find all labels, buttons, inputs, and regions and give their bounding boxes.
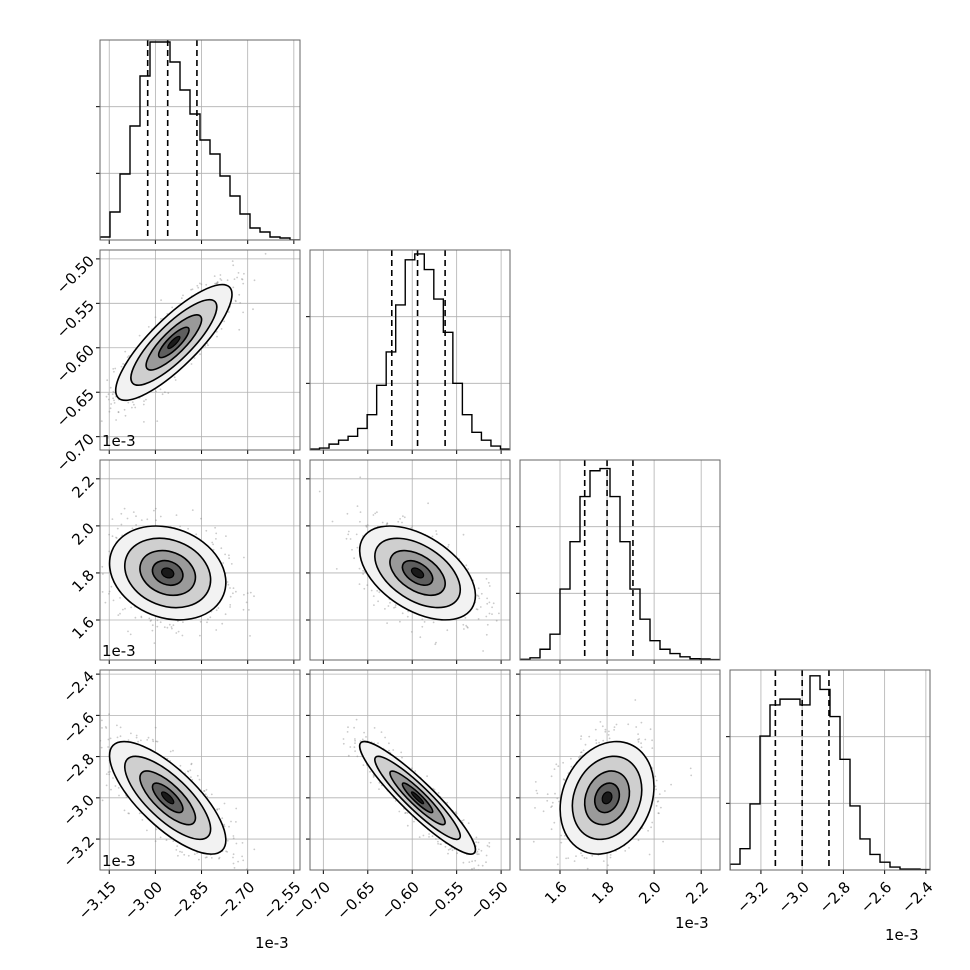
y-tick-label: −0.70 <box>53 430 98 475</box>
x-tick-label: 1.6 <box>541 878 571 908</box>
y-tick-label: 2.2 <box>68 472 98 502</box>
y-tick-label: −3.2 <box>60 832 98 870</box>
panel-frame <box>519 459 721 661</box>
x-tick-label: −3.15 <box>75 878 120 923</box>
panel-frame <box>99 669 301 871</box>
y-tick-label: −0.55 <box>53 297 98 342</box>
density-panel-3-2 <box>516 669 721 874</box>
y-tick-label: −2.8 <box>60 750 98 788</box>
x-tick-label: −3.0 <box>774 878 812 916</box>
x-tick-label: −0.60 <box>378 878 423 923</box>
panel-frame <box>309 459 511 661</box>
x-tick-label: −0.50 <box>467 878 512 923</box>
histogram-panel-3 <box>726 669 931 874</box>
density-peak <box>410 567 425 579</box>
y-tick-label: −3.0 <box>60 791 98 829</box>
panel-frame <box>309 249 511 451</box>
panel-frame <box>99 249 301 451</box>
panel-frame <box>729 669 931 871</box>
histogram-panel-2 <box>516 459 721 664</box>
y-offset-label: 1e-3 <box>102 852 136 870</box>
panel-frame <box>309 669 511 871</box>
panel-frame <box>519 669 721 871</box>
y-tick-label: −0.65 <box>53 386 98 431</box>
y-tick-label: 1.8 <box>68 566 98 596</box>
histogram-step-line <box>520 467 720 660</box>
y-offset-label: 1e-3 <box>102 432 136 450</box>
x-tick-label: 2.2 <box>682 878 712 908</box>
x-tick-label: −2.85 <box>167 878 212 923</box>
x-tick-label: −2.6 <box>857 878 895 916</box>
density-panel-2-0 <box>96 459 301 664</box>
histogram-step-line <box>310 253 510 450</box>
x-offset-label: 1e-3 <box>885 926 919 944</box>
x-tick-label: −0.65 <box>333 878 378 923</box>
y-tick-label: −0.60 <box>53 341 98 386</box>
panel-frame <box>99 459 301 661</box>
x-offset-label: 1e-3 <box>675 914 709 932</box>
y-tick-label: 2.0 <box>68 519 98 549</box>
density-peak <box>161 567 175 579</box>
x-tick-label: −2.8 <box>816 878 854 916</box>
x-offset-label: 1e-3 <box>255 934 289 952</box>
x-tick-label: 2.0 <box>635 878 665 908</box>
histogram-step-line <box>730 675 930 870</box>
density-panel-2-1 <box>306 459 511 664</box>
density-panel-3-0 <box>96 669 301 874</box>
y-tick-label: −0.50 <box>53 252 98 297</box>
y-offset-label: 1e-3 <box>102 642 136 660</box>
x-tick-label: −3.00 <box>121 878 166 923</box>
y-tick-label: −2.6 <box>60 709 98 747</box>
density-peak <box>167 335 181 350</box>
y-tick-label: −2.4 <box>60 667 98 705</box>
y-tick-label: 1.6 <box>68 613 98 643</box>
density-panel-3-1 <box>306 669 511 874</box>
density-peak <box>410 791 425 805</box>
x-tick-label: −2.4 <box>898 878 936 916</box>
x-tick-label: 1.8 <box>588 878 618 908</box>
histogram-panel-1 <box>306 249 511 454</box>
density-peak <box>601 791 613 805</box>
x-tick-label: −0.55 <box>422 878 467 923</box>
histogram-step-line <box>100 41 300 240</box>
density-panel-1-0 <box>96 249 301 454</box>
x-tick-label: −2.70 <box>213 878 258 923</box>
panel-frame <box>99 39 301 241</box>
density-peak <box>160 791 175 805</box>
x-tick-label: −3.2 <box>733 878 771 916</box>
histogram-panel-0 <box>96 39 301 244</box>
